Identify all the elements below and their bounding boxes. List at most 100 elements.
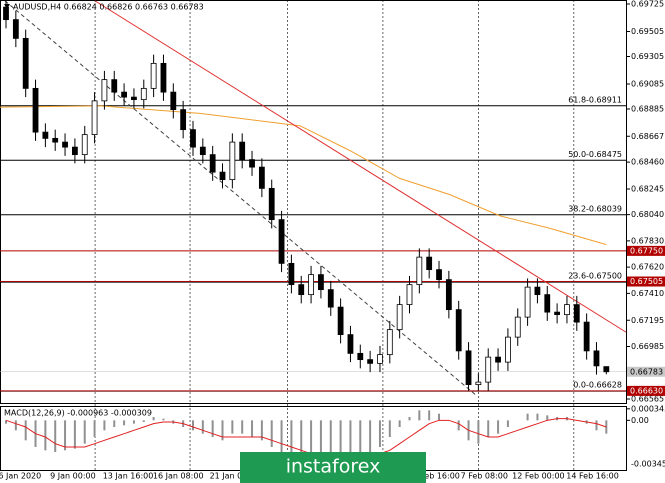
symbol-icon	[4, 4, 10, 9]
candle-body	[52, 137, 59, 143]
x-tick-label: Feb 16:00	[420, 472, 460, 481]
y-tick-label: 0.69085	[631, 80, 664, 89]
candle-body	[199, 146, 206, 156]
y-tick-label: 0.67830	[631, 236, 664, 245]
candle-body	[268, 187, 275, 221]
candle-body	[62, 141, 68, 148]
candle-body	[298, 284, 305, 296]
candle-body	[573, 304, 580, 323]
candle-body	[219, 171, 226, 181]
y-tick-label: 0.69505	[631, 27, 664, 36]
candle-body	[258, 166, 265, 189]
candle-body	[180, 109, 187, 131]
last-price-tag	[627, 366, 665, 377]
candle-body	[229, 141, 236, 181]
y-tick-label: 0.67620	[631, 263, 664, 272]
candle-body	[42, 131, 49, 139]
candle-body	[91, 100, 98, 136]
candle-body	[377, 354, 383, 364]
candle-body	[347, 334, 354, 354]
watermark-box	[240, 452, 426, 483]
y-tick-label: 0.68460	[631, 158, 664, 167]
watermark: instaforex	[286, 456, 381, 478]
candle-body	[426, 256, 433, 271]
moving-average	[0, 105, 607, 246]
x-tick-label: 9 Jan 00:00	[50, 472, 96, 481]
candle-body	[593, 350, 600, 367]
candle-body	[327, 289, 334, 308]
y-tick-label: 0.66985	[631, 342, 664, 351]
candle-body	[544, 294, 551, 313]
candle-body	[12, 19, 19, 39]
candle-body	[170, 91, 177, 111]
candle-body	[455, 309, 462, 352]
candle-body	[318, 274, 324, 291]
candle-body	[160, 62, 167, 93]
price-line-label: 0.66630	[630, 386, 663, 395]
candle-body	[554, 311, 561, 316]
price-line-tag	[627, 245, 665, 256]
candle-body	[485, 356, 492, 383]
candle-body	[534, 286, 541, 296]
candle-body	[111, 79, 118, 93]
candle-body	[386, 329, 393, 356]
x-tick-label: 6 Jan 2020	[0, 472, 41, 481]
candle-body	[308, 274, 314, 296]
fib-label: 61.8-0.68911	[568, 95, 622, 104]
y-tick-label: 0.68885	[631, 105, 664, 114]
candle-body	[406, 284, 413, 306]
candle-body	[367, 359, 374, 364]
candle-body	[239, 141, 246, 161]
candle-body	[465, 350, 472, 386]
candle-body	[140, 87, 147, 101]
candle-body	[3, 6, 9, 21]
candle-body	[190, 129, 196, 148]
candle-body	[209, 154, 216, 173]
x-tick-label: 21 Jan 00:0	[210, 472, 256, 481]
candle-body	[81, 134, 88, 156]
x-tick-label: 12 Feb 00:00	[512, 472, 564, 481]
macd-bottom-label: -0.00345	[631, 460, 665, 469]
candle-body	[337, 306, 344, 336]
y-tick-label: 0.66565	[631, 395, 664, 404]
candle-body	[131, 96, 137, 101]
candle-body	[121, 91, 127, 98]
macd-title: MACD(12,26,9) -0.000963 -0.000309	[4, 409, 152, 418]
candle-body	[249, 159, 255, 168]
candle-body	[445, 279, 452, 311]
price-line-tag	[627, 385, 665, 396]
candle-body	[505, 336, 511, 363]
candle-body	[475, 381, 482, 386]
price-line-tag	[627, 276, 665, 287]
candle-body	[396, 304, 403, 331]
last-price-label: 0.66783	[630, 367, 663, 376]
y-tick-label: 0.68040	[631, 210, 664, 219]
main-panel-frame	[0, 0, 627, 404]
candle-body	[436, 269, 442, 281]
fib-label: 23.6-0.67500	[568, 272, 622, 281]
candle-body	[495, 356, 501, 363]
fib-label: 0.0-0.66628	[573, 381, 622, 390]
x-tick-label: 14 Feb 16:00	[566, 472, 618, 481]
price-line-label: 0.67750	[630, 246, 663, 255]
candle-body	[278, 219, 285, 264]
candle-body	[101, 79, 108, 102]
candle-body	[514, 316, 521, 338]
candle-body	[288, 262, 295, 286]
price-line-label: 0.67505	[630, 277, 663, 286]
x-tick-label: 16 Jan 08:00	[153, 472, 204, 481]
trend-line	[94, 0, 627, 333]
candle-body	[524, 286, 531, 318]
y-tick-label: 0.000345	[631, 404, 665, 413]
candle-body	[564, 304, 570, 316]
candle-body	[416, 256, 423, 286]
chart-title: AUDUSD,H4 0.66824 0.66826 0.66763 0.6678…	[13, 3, 204, 12]
candle-body	[71, 146, 78, 156]
y-tick-label: 0.69305	[631, 52, 664, 61]
candle-body	[603, 366, 610, 373]
y-tick-label: 0.67195	[631, 316, 664, 325]
x-tick-label: 13 Jan 16:00	[103, 472, 154, 481]
